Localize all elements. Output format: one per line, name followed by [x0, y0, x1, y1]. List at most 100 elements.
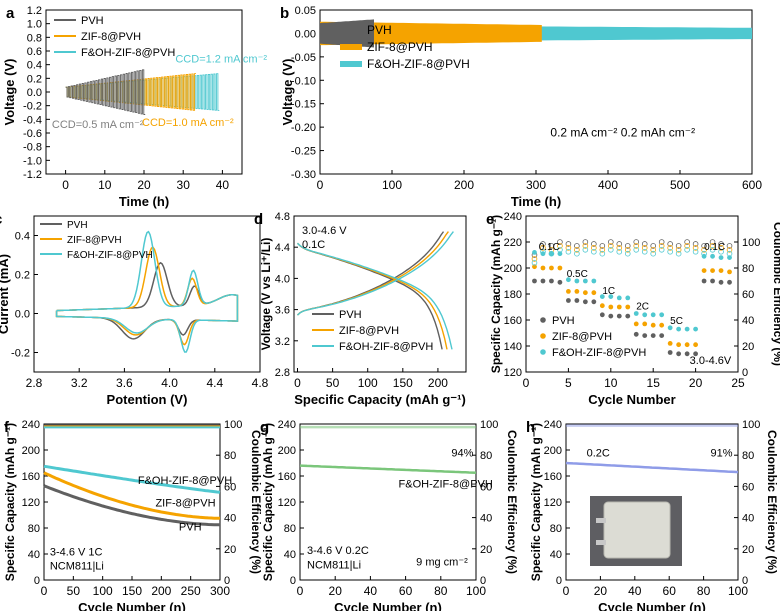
y-tick-label: 160 [278, 471, 296, 483]
panel-letter: g [260, 419, 269, 436]
data-point [727, 269, 732, 275]
y2-tick-label: 0 [742, 367, 748, 379]
legend-entry: F&OH-ZIF-8@PVH [552, 347, 646, 359]
x-tick-label: 10 [98, 178, 112, 192]
data-point [616, 313, 622, 319]
data-point [582, 299, 588, 305]
x-tick-label: 10 [604, 376, 618, 390]
efficiency-point [641, 245, 648, 251]
efficiency-point [692, 245, 699, 251]
y-tick-label: 80 [28, 523, 40, 535]
efficiency-point [531, 256, 538, 262]
annotation: 91% [710, 448, 732, 460]
data-point [667, 350, 673, 355]
efficiency-point [624, 243, 631, 249]
data-point [659, 333, 665, 338]
efficiency-point [667, 248, 673, 255]
charge-curve-2 [297, 231, 454, 316]
annotation: NCM811|Li [50, 561, 104, 573]
legend: PVH ZIF-8@PVH F&OH-ZIF-8@PVH [312, 309, 433, 353]
y2-tick-label: 0 [224, 575, 230, 587]
annotation: CCD=1.0 mA cm⁻² [142, 117, 234, 129]
efficiency-point [548, 243, 555, 249]
efficiency-point [633, 247, 640, 253]
y-tick-label: 0.0 [15, 309, 30, 321]
x-tick-label: 3.6 [116, 376, 133, 390]
efficiency-point [557, 247, 563, 253]
y-axis-label: Specific Capacity (mAh g⁻¹) [529, 423, 543, 581]
y-tick-label: 0.6 [27, 46, 42, 58]
y2-tick-label: 20 [480, 544, 492, 556]
y-tick-label: 120 [22, 497, 40, 509]
annotation: 3.0-4.6 V [302, 225, 347, 237]
cell-tab [596, 518, 606, 523]
data-point [710, 268, 715, 273]
panel-a: 0 10 20 30 40-1.2-1.0-0.8-0.6-0.4-0.20.00.20… [2, 5, 267, 209]
x-tick-label: 4.8 [252, 376, 269, 390]
data-point [676, 342, 682, 348]
y2-tick-label: 0 [480, 575, 486, 587]
x-tick-label: 600 [742, 178, 762, 192]
efficiency-point [591, 245, 597, 251]
y2-tick-label: 80 [742, 263, 754, 275]
y-tick-label: 160 [504, 315, 522, 327]
y-tick-label: -0.2 [11, 348, 30, 360]
efficiency-point [658, 247, 665, 253]
data-point [599, 294, 605, 299]
data-point [549, 251, 554, 257]
y2-tick-label: 40 [224, 513, 236, 525]
efficiency-point [607, 239, 614, 245]
y2-tick-label: 40 [480, 513, 492, 525]
efficiency-point [709, 243, 716, 249]
panel-f: 0 50 100 150 200 250 30004080120160200240Cycle… [3, 419, 263, 611]
y-tick-label: 160 [544, 471, 562, 483]
efficiency-point [557, 243, 563, 249]
legend-entry: ZIF-8@PVH [339, 325, 399, 337]
y-axis-label: Current (mA) [0, 254, 11, 334]
y2-tick-label: 60 [480, 481, 492, 493]
y-tick-label: 200 [544, 445, 562, 457]
y2-tick-label: 80 [224, 450, 236, 462]
x-tick-label: 0 [294, 376, 301, 390]
data-point [557, 251, 563, 257]
data-point [676, 351, 682, 357]
y-tick-label: 240 [504, 211, 522, 223]
annotation: 0.5C [567, 269, 588, 280]
y-tick-label: 0 [556, 575, 562, 587]
annotation: 5C [670, 316, 683, 327]
efficiency-point [701, 250, 707, 257]
y-tick-label: 0.00 [295, 28, 316, 40]
legend-entry: F&OH-ZIF-8@PVH [81, 47, 175, 59]
discharge-curve-2 [297, 242, 453, 350]
panel-letter: c [0, 211, 2, 228]
annotation: 3-4.6 V 1C [50, 546, 103, 558]
efficiency-point [641, 248, 648, 255]
legend-entry: F&OH-ZIF-8@PVH [67, 250, 153, 261]
x-tick-label: 300 [526, 178, 546, 192]
x-tick-label: 100 [382, 178, 402, 192]
legend-entry: ZIF-8@PVH [552, 331, 612, 343]
x-tick-label: 80 [434, 584, 448, 598]
y-tick-label: 3.2 [275, 336, 290, 348]
legend-entry: F&OH-ZIF-8@PVH [367, 57, 470, 71]
data-point [633, 321, 639, 327]
capacity-trace [565, 461, 739, 474]
efficiency-point [667, 245, 673, 251]
annotation: PVH [179, 522, 202, 534]
y2-tick-label: 40 [742, 513, 754, 525]
x-tick-label: 50 [67, 584, 81, 598]
y-tick-label: 80 [284, 523, 296, 535]
data-point [684, 351, 690, 357]
efficiency-point [726, 250, 733, 257]
annotation: CCD=0.5 mA cm⁻² [52, 119, 144, 131]
x-axis-label: Cycle Number (n) [598, 600, 706, 611]
efficiency-point [557, 239, 563, 245]
y-tick-label: 140 [504, 341, 522, 353]
series-0 [65, 69, 146, 115]
x-tick-label: 100 [728, 584, 748, 598]
x-tick-label: 5 [565, 376, 572, 390]
efficiency-point [675, 250, 682, 257]
x-tick-label: 300 [210, 584, 230, 598]
x-tick-label: 30 [177, 178, 191, 192]
